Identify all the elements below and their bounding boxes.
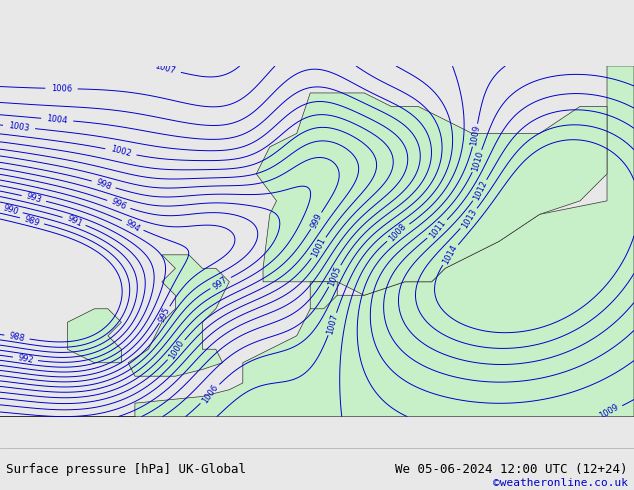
Text: 999: 999 — [309, 212, 323, 230]
Text: 994: 994 — [124, 218, 142, 233]
Text: 988: 988 — [8, 331, 26, 343]
Text: 1013: 1013 — [460, 207, 478, 230]
Text: Surface pressure [hPa] UK-Global: Surface pressure [hPa] UK-Global — [6, 463, 247, 476]
Text: 1003: 1003 — [8, 121, 30, 133]
Text: 996: 996 — [110, 197, 128, 212]
Text: 991: 991 — [65, 214, 83, 229]
Text: 1000: 1000 — [167, 339, 186, 361]
Text: 1008: 1008 — [387, 222, 408, 244]
Text: 998: 998 — [94, 177, 113, 192]
Text: 1005: 1005 — [327, 265, 343, 287]
Text: 1004: 1004 — [46, 114, 68, 125]
Text: 992: 992 — [17, 353, 34, 365]
Text: 1010: 1010 — [470, 149, 484, 172]
Text: 1007: 1007 — [325, 313, 339, 335]
Text: 1009: 1009 — [469, 124, 481, 146]
Text: 1011: 1011 — [427, 218, 448, 240]
Text: 1001: 1001 — [310, 236, 327, 259]
Text: 1014: 1014 — [441, 244, 459, 266]
Text: 989: 989 — [23, 214, 41, 228]
Text: 990: 990 — [2, 203, 20, 217]
Text: 1009: 1009 — [597, 403, 620, 421]
Text: 1002: 1002 — [110, 145, 132, 159]
Text: 1006: 1006 — [200, 383, 220, 405]
Text: 1012: 1012 — [472, 179, 489, 202]
Text: 997: 997 — [212, 274, 230, 291]
Text: We 05-06-2024 12:00 UTC (12+24): We 05-06-2024 12:00 UTC (12+24) — [395, 463, 628, 476]
Text: 993: 993 — [25, 192, 43, 205]
Text: ©weatheronline.co.uk: ©weatheronline.co.uk — [493, 478, 628, 488]
Text: 1007: 1007 — [154, 62, 177, 76]
Text: 995: 995 — [157, 306, 172, 324]
Text: 1006: 1006 — [51, 84, 72, 94]
